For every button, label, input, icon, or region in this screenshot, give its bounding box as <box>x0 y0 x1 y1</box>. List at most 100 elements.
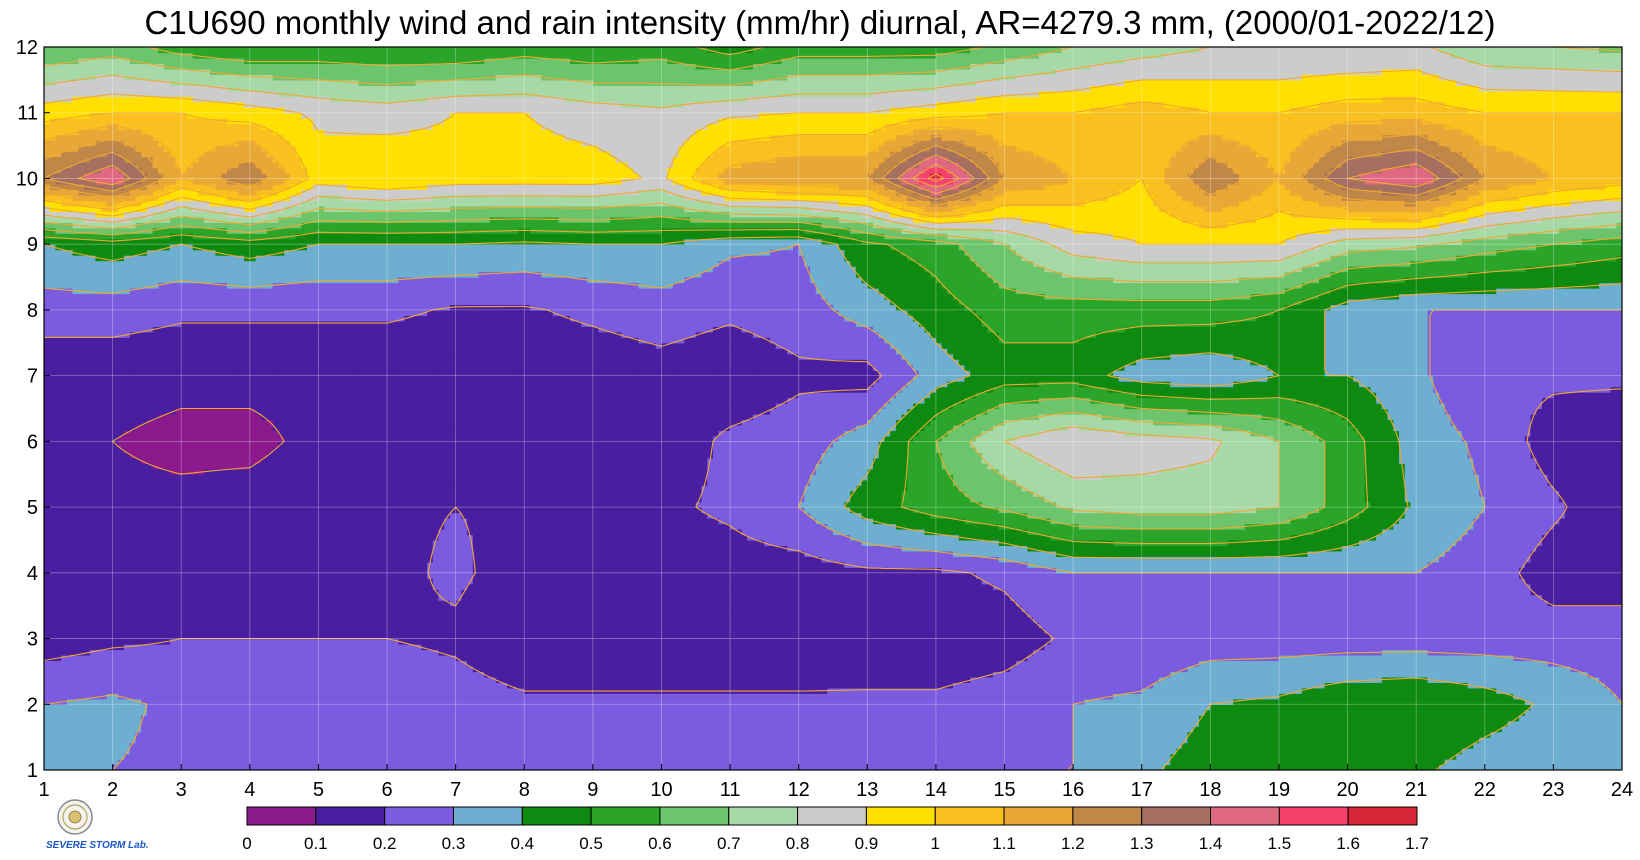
heatmap-cell <box>804 737 811 744</box>
heatmap-cell <box>1490 709 1497 716</box>
heatmap-cell <box>427 737 434 744</box>
heatmap-cell <box>427 704 434 711</box>
heatmap-cell <box>518 682 525 689</box>
heatmap-cell <box>1399 737 1406 744</box>
heatmap-cell <box>787 709 794 716</box>
heatmap-cell <box>1353 676 1360 683</box>
heatmap-cell <box>672 682 680 689</box>
heatmap-cell <box>1593 737 1600 744</box>
heatmap-cell <box>289 720 297 727</box>
heatmap-cell <box>1336 759 1343 766</box>
heatmap-cell <box>1587 737 1595 744</box>
heatmap-cell <box>747 715 754 722</box>
heatmap-cell <box>164 709 171 716</box>
heatmap-cell <box>375 748 382 755</box>
heatmap-cell <box>1067 759 1074 766</box>
heatmap-cell <box>221 726 228 733</box>
heatmap-cell <box>1564 731 1572 738</box>
heatmap-cell <box>1198 682 1206 689</box>
heatmap-cell <box>913 698 920 705</box>
heatmap-cell <box>1330 715 1337 722</box>
heatmap-cell <box>975 720 983 727</box>
heatmap-cell <box>1204 748 1211 755</box>
heatmap-cell <box>1301 698 1309 705</box>
heatmap-cell <box>964 676 971 683</box>
heatmap-cell <box>1090 682 1097 689</box>
heatmap-cell <box>284 687 291 694</box>
heatmap-cell <box>1501 759 1509 766</box>
heatmap-cell <box>1387 698 1394 705</box>
heatmap-cell <box>135 731 142 738</box>
heatmap-cell <box>1616 726 1622 733</box>
heatmap-cell <box>1136 742 1143 749</box>
heatmap-cell <box>455 715 462 722</box>
heatmap-cell <box>204 748 211 755</box>
heatmap-cell <box>215 704 222 711</box>
heatmap-cell <box>55 742 62 749</box>
heatmap-cell <box>427 682 434 689</box>
heatmap-cell <box>392 759 400 766</box>
heatmap-cell <box>878 715 886 722</box>
heatmap-cell <box>644 693 651 700</box>
heatmap-cell <box>1170 682 1177 689</box>
heatmap-cell <box>329 715 337 722</box>
heatmap-cell <box>1147 676 1154 683</box>
heatmap-cell <box>833 764 840 770</box>
heatmap-cell <box>1507 737 1514 744</box>
heatmap-cell <box>1524 764 1532 770</box>
heatmap-cell <box>507 753 514 760</box>
heatmap-cell <box>106 671 114 678</box>
heatmap-cell <box>444 687 451 694</box>
heatmap-cell <box>124 665 131 673</box>
heatmap-cell <box>752 715 760 722</box>
heatmap-cell <box>272 715 280 722</box>
heatmap-cell <box>398 671 405 678</box>
heatmap-cell <box>667 726 674 733</box>
heatmap-cell <box>855 764 863 770</box>
heatmap-cell <box>432 671 440 678</box>
heatmap-cell <box>1250 764 1257 770</box>
heatmap-cell <box>409 753 417 760</box>
heatmap-cell <box>627 764 634 770</box>
heatmap-cell <box>712 704 720 711</box>
heatmap-cell <box>1238 720 1246 727</box>
heatmap-cell <box>730 742 737 749</box>
heatmap-cell <box>335 715 342 722</box>
heatmap-cell <box>1181 715 1189 722</box>
heatmap-cell <box>146 676 154 683</box>
heatmap-cell <box>930 759 937 766</box>
heatmap-cell <box>215 726 222 733</box>
heatmap-cell <box>478 731 485 738</box>
heatmap-cell <box>890 764 897 770</box>
heatmap-cell <box>1559 698 1566 705</box>
heatmap-cell <box>924 687 931 694</box>
heatmap-cell <box>764 759 771 766</box>
heatmap-cell <box>175 753 182 760</box>
heatmap-cell <box>432 726 440 733</box>
heatmap-cell <box>146 753 154 760</box>
heatmap-cell <box>1444 671 1452 678</box>
heatmap-cell <box>684 698 691 705</box>
heatmap-cell <box>1341 676 1349 683</box>
heatmap-cell <box>301 720 308 727</box>
heatmap-cell <box>89 737 97 744</box>
heatmap-cell <box>564 737 571 744</box>
heatmap-cell <box>953 720 960 727</box>
heatmap-cell <box>438 753 445 760</box>
heatmap-cell <box>507 764 514 770</box>
heatmap-cell <box>873 748 880 755</box>
heatmap-cell <box>427 753 434 760</box>
heatmap-cell <box>1027 759 1034 766</box>
heatmap-cell <box>124 709 131 716</box>
heatmap-cell <box>632 704 640 711</box>
heatmap-cell <box>1067 709 1074 716</box>
heatmap-cell <box>1336 748 1343 755</box>
heatmap-cell <box>135 748 142 755</box>
heatmap-cell <box>1479 698 1486 705</box>
heatmap-cell <box>1044 671 1051 678</box>
heatmap-cell <box>1353 737 1360 744</box>
heatmap-cell <box>118 671 125 678</box>
heatmap-cell <box>375 698 382 705</box>
heatmap-cell <box>987 753 994 760</box>
heatmap-cell <box>89 720 97 727</box>
